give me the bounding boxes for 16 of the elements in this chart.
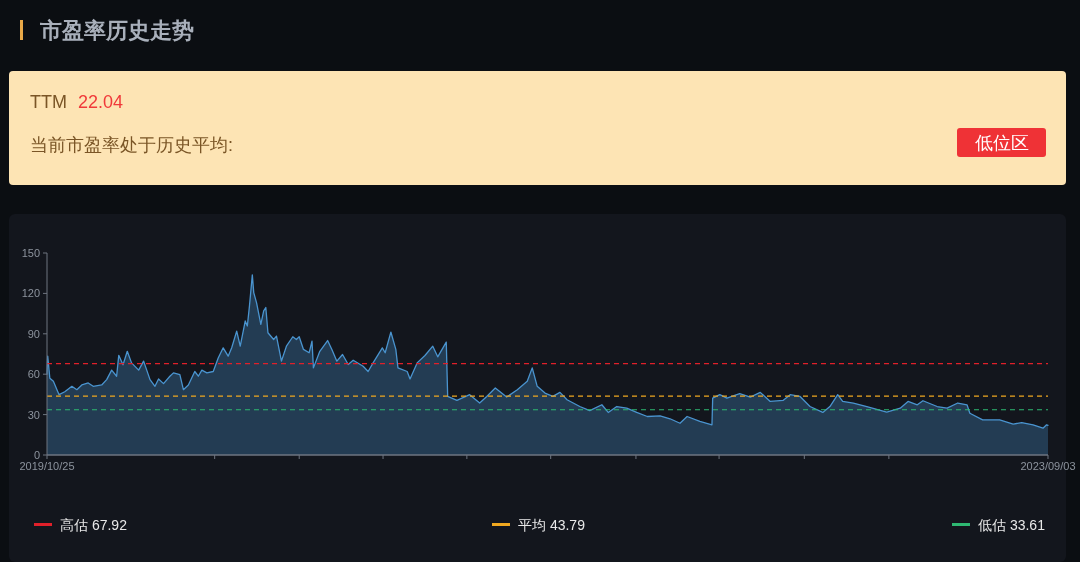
chart-title: 市盈率历史走势 xyxy=(39,18,194,43)
text: TTM xyxy=(30,92,67,112)
y-tick-label: 30 xyxy=(27,408,40,421)
y-tick-label: 120 xyxy=(21,287,40,300)
y-tick-label: 150 xyxy=(21,247,40,259)
legend-label: 平均 43.79 xyxy=(518,517,586,533)
x-tick-label: 2019/10/25 xyxy=(19,460,75,472)
legend-label: 高估 67.92 xyxy=(60,517,128,533)
x-tick-label: 2023/09/03 xyxy=(1020,460,1076,472)
y-tick-label: 90 xyxy=(27,327,40,340)
y-tick-label: 60 xyxy=(27,368,40,381)
text: 低位区 xyxy=(974,133,1029,153)
text: 22.04 xyxy=(77,92,124,112)
y-tick-label: 0 xyxy=(33,449,40,461)
text: 当前市盈率处于历史平均: xyxy=(30,135,234,155)
legend-label: 低估 33.61 xyxy=(978,517,1046,533)
